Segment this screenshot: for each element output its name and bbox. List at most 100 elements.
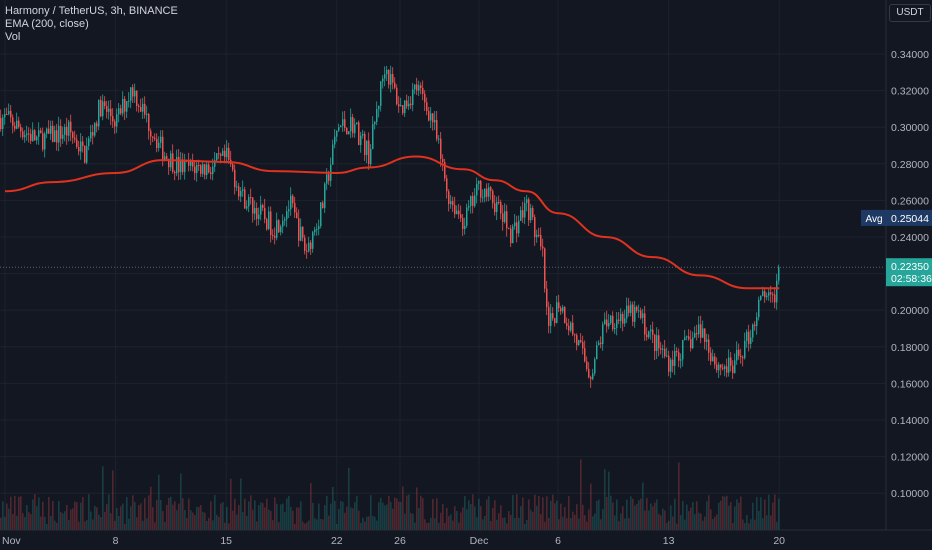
candle-body [568, 325, 570, 331]
candle-body [752, 324, 754, 338]
volume-bars [0, 459, 780, 530]
volume-bar [206, 521, 208, 530]
volume-bar [324, 505, 326, 530]
candle-body [396, 87, 398, 105]
candle-body [692, 337, 694, 349]
candle-body [102, 101, 104, 117]
candle-body [168, 158, 170, 168]
volume-bar [514, 518, 516, 530]
volume-bar [434, 518, 436, 530]
candle-body [20, 126, 22, 132]
volume-bar [222, 501, 224, 530]
candle-body [124, 98, 126, 112]
volume-bar [108, 494, 110, 530]
volume-bar [762, 518, 764, 530]
volume-bar [590, 483, 592, 530]
candle-body [172, 153, 174, 172]
volume-bar [370, 495, 372, 530]
volume-bar [34, 494, 36, 530]
volume-bar [176, 510, 178, 530]
candle-body [214, 160, 216, 167]
candle-body [668, 355, 670, 372]
candle-body [646, 334, 648, 338]
candle-body [70, 121, 72, 133]
volume-bar [678, 462, 680, 530]
volume-bar [694, 514, 696, 530]
volume-bar [246, 515, 248, 530]
volume-bar [328, 515, 330, 530]
candle-body [442, 158, 444, 162]
volume-bar [260, 502, 262, 530]
candle-body [48, 128, 50, 134]
volume-bar [120, 506, 122, 530]
volume-bar [598, 499, 600, 530]
volume-bar [270, 510, 272, 530]
candle-body [426, 102, 428, 112]
candle-body [740, 355, 742, 358]
volume-bar [706, 501, 708, 530]
candle-body [478, 181, 480, 184]
currency-button[interactable]: USDT [889, 4, 931, 22]
candle-body [552, 313, 554, 319]
candle-body [664, 348, 666, 357]
candle-body [290, 195, 292, 210]
candle-body [278, 220, 280, 233]
volume-bar [330, 503, 332, 530]
volume-bar [418, 507, 420, 530]
volume-bar [692, 502, 694, 530]
candle-body [498, 202, 500, 204]
volume-bar [604, 469, 606, 530]
candle-body [202, 164, 204, 174]
volume-bar [80, 502, 82, 530]
candle-body [212, 166, 214, 175]
volume-bar [412, 513, 414, 530]
candle-body [262, 205, 264, 208]
volume-bar [262, 503, 264, 530]
volume-bar [700, 513, 702, 530]
price-tick-label: 0.24000 [891, 232, 929, 244]
volume-bar [294, 523, 296, 530]
volume-bar [688, 511, 690, 530]
volume-bar [26, 504, 28, 530]
volume-bar [616, 499, 618, 530]
volume-bar [554, 503, 556, 530]
candle-body [264, 207, 266, 220]
volume-bar [138, 505, 140, 530]
volume-indicator-label[interactable]: Vol [5, 31, 21, 43]
candle-body [508, 228, 510, 230]
volume-bar [684, 519, 686, 530]
volume-bar [572, 511, 574, 530]
candle-body [582, 342, 584, 349]
candle-body [748, 331, 750, 344]
candle-body [96, 123, 98, 127]
ema-indicator-label[interactable]: EMA (200, close) [5, 18, 89, 30]
candle-body [728, 357, 730, 373]
volume-bar [28, 512, 30, 530]
time-scale[interactable]: Nov 8 15 22 26 Dec 6 13 20 [0, 529, 932, 547]
candle-body [716, 364, 718, 371]
volume-bar [358, 510, 360, 530]
volume-bar [90, 511, 92, 530]
avg-label: Avg [865, 214, 882, 225]
candle-body [378, 105, 380, 110]
last-price-badge [886, 258, 932, 287]
volume-bar [422, 498, 424, 530]
volume-bar [392, 508, 394, 530]
time-tick-label: 15 [220, 535, 232, 547]
volume-bar [772, 502, 774, 530]
candle-body [544, 248, 546, 289]
volume-bar [32, 499, 34, 530]
candle-body [244, 189, 246, 209]
candle-body [482, 197, 484, 199]
candle-body [246, 206, 248, 209]
volume-bar [570, 517, 572, 530]
volume-bar [502, 517, 504, 530]
candle-body [428, 111, 430, 121]
volume-bar [628, 518, 630, 530]
candle-body [472, 196, 474, 206]
price-tick-label: 0.28000 [891, 159, 929, 171]
volume-bar [320, 519, 322, 530]
candle-body [198, 164, 200, 166]
symbol-title[interactable]: Harmony / TetherUS, 3h, BINANCE [5, 5, 178, 17]
